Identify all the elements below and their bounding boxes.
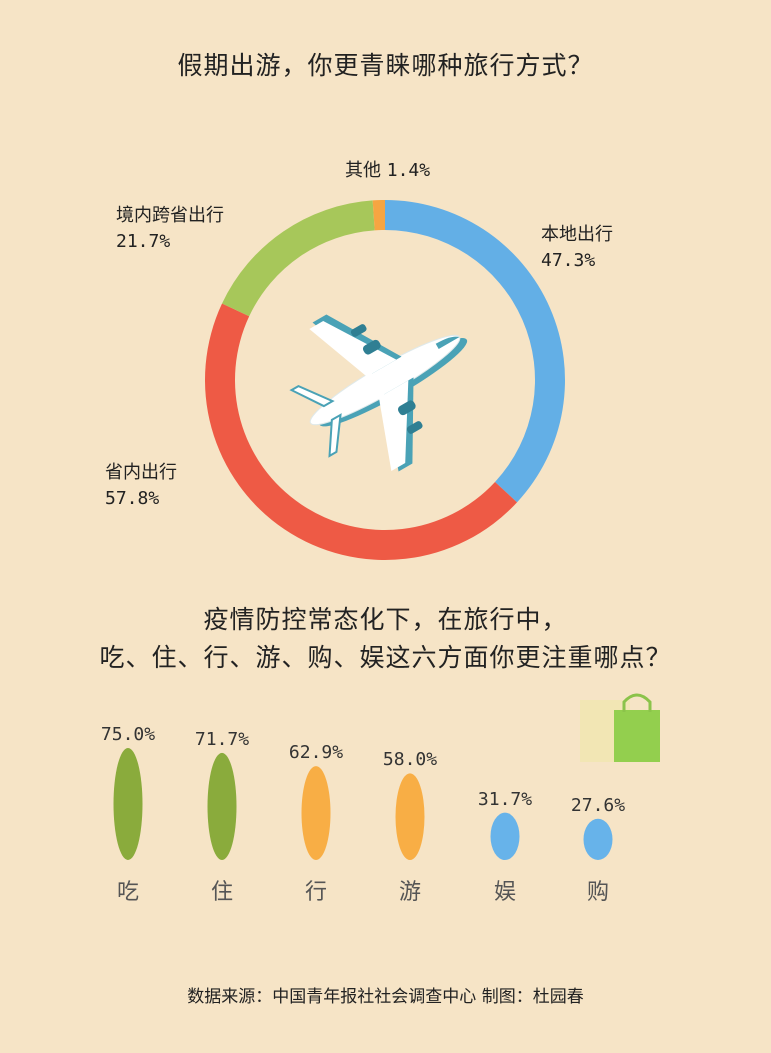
slice-province	[204, 303, 518, 560]
bar-eat	[113, 748, 143, 860]
category-label-shop: 购	[586, 880, 609, 905]
value-label-shop: 27.6%	[570, 794, 626, 816]
value-label-travel: 62.9%	[288, 742, 344, 764]
airplane-icon	[289, 314, 468, 472]
slice-interprovince	[222, 200, 375, 317]
slice-local	[385, 200, 566, 503]
donut-chart	[204, 200, 566, 560]
slice-other	[372, 200, 385, 231]
shopping-bag-icon	[580, 693, 660, 762]
category-label-stay: 住	[210, 880, 233, 905]
value-label-stay: 71.7%	[194, 728, 250, 750]
bar-stay	[207, 752, 237, 860]
slice-label-interprovince: 境内跨省出行 21.7%	[116, 205, 224, 252]
slice-label-local: 本地出行 47.3%	[541, 224, 613, 271]
chart-title-2-line1: 疫情防控常态化下，在旅行中，	[203, 605, 568, 634]
value-label-tour: 58.0%	[382, 749, 438, 771]
category-label-tour: 游	[398, 880, 421, 905]
chart-title-1: 假期出游，你更青睐哪种旅行方式？	[177, 51, 594, 80]
ellipse-bar-chart	[113, 748, 613, 860]
footer-source: 数据来源：中国青年报社社会调查中心 制图：杜园春	[187, 987, 584, 1007]
category-label-entertain: 娱	[493, 880, 516, 905]
slice-label-other: 其他 1.4%	[345, 160, 431, 181]
category-label-eat: 吃	[116, 880, 139, 905]
slice-label-province: 省内出行 57.8%	[105, 462, 177, 509]
category-label-travel: 行	[304, 880, 327, 905]
bar-shop	[583, 818, 613, 860]
chart-title-2-line2: 吃、住、行、游、购、娱这六方面你更注重哪点？	[99, 643, 672, 672]
value-label-eat: 75.0%	[100, 724, 156, 745]
bar-travel	[301, 766, 331, 860]
value-label-entertain: 31.7%	[477, 788, 533, 810]
bar-entertain	[490, 812, 520, 860]
bar-tour	[395, 773, 425, 860]
